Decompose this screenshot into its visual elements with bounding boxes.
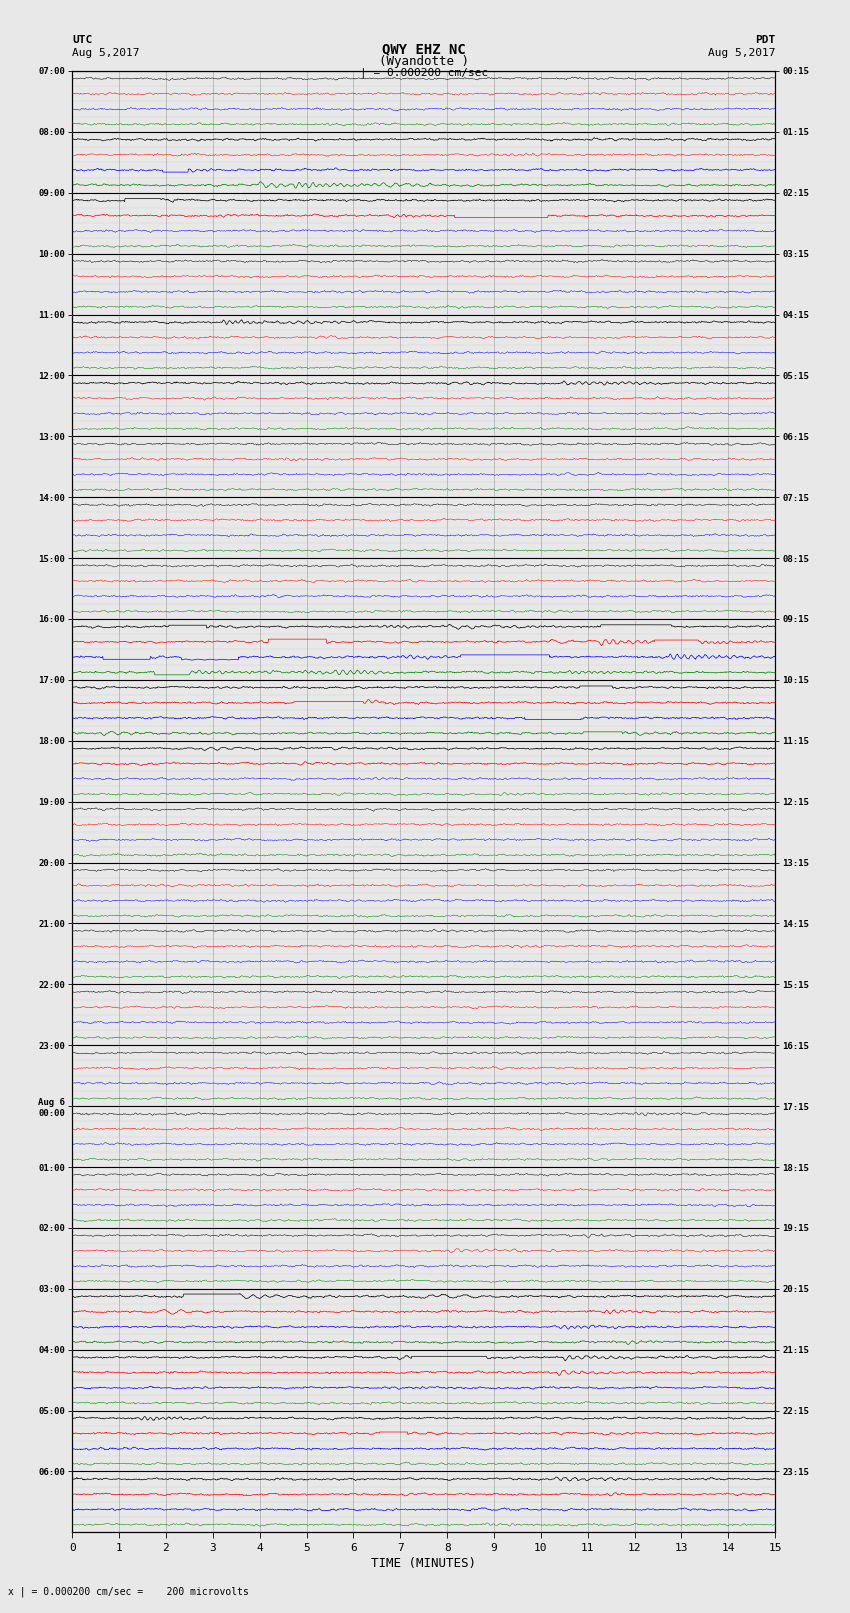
Text: x | = 0.000200 cm/sec =    200 microvolts: x | = 0.000200 cm/sec = 200 microvolts <box>8 1586 249 1597</box>
Text: QWY EHZ NC: QWY EHZ NC <box>382 42 466 56</box>
Text: PDT: PDT <box>755 35 775 45</box>
X-axis label: TIME (MINUTES): TIME (MINUTES) <box>371 1557 476 1569</box>
Text: (Wyandotte ): (Wyandotte ) <box>379 55 468 68</box>
Text: Aug 5,2017: Aug 5,2017 <box>708 48 775 58</box>
Text: UTC: UTC <box>72 35 93 45</box>
Text: Aug 5,2017: Aug 5,2017 <box>72 48 139 58</box>
Text: | = 0.000200 cm/sec: | = 0.000200 cm/sec <box>360 68 488 79</box>
